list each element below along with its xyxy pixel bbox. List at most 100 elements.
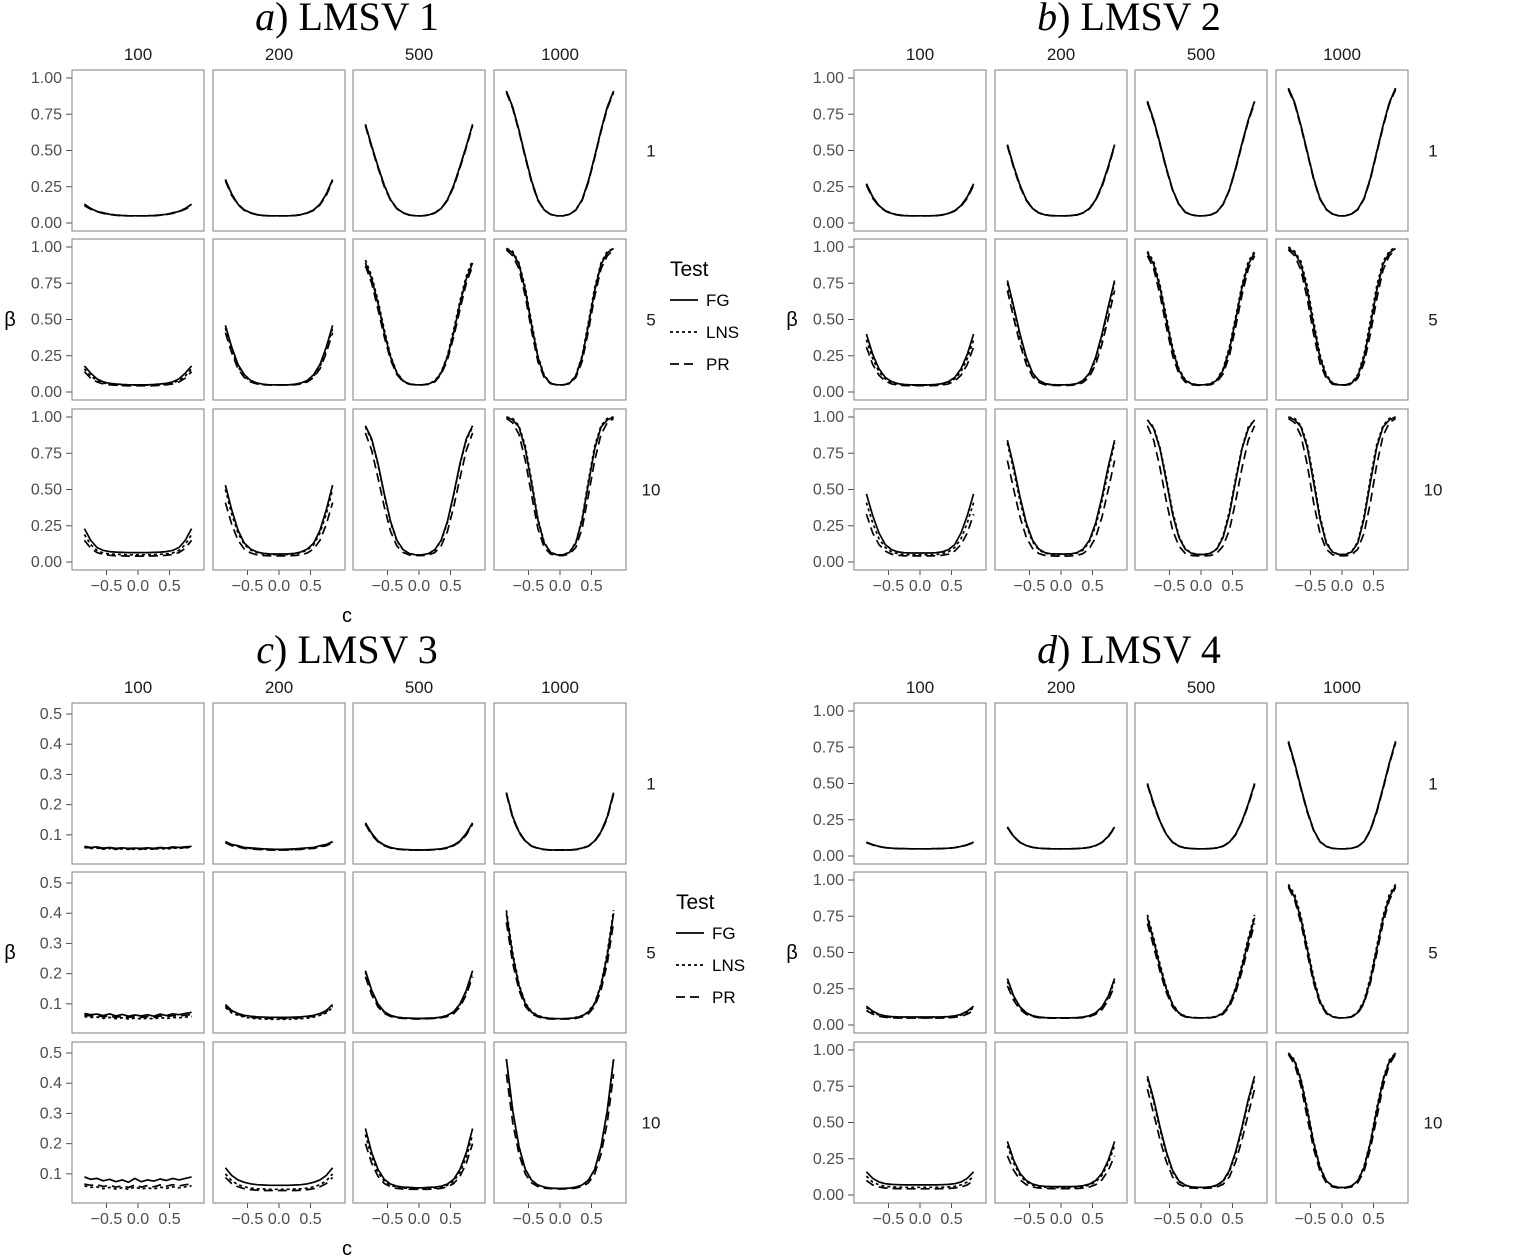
series-line-pr (224, 1176, 334, 1192)
panel-row10-col1000 (493, 1041, 627, 1204)
series-line-fg (225, 840, 333, 851)
figure-title-letter: a (255, 0, 275, 39)
y-tick-label: 0.1 (40, 827, 62, 844)
series-line-fg (1146, 1075, 1256, 1189)
x-tick-label: 0.0 (1190, 578, 1212, 595)
series-line-fg (1006, 144, 1116, 217)
row-strip-10: 10 (1424, 481, 1443, 500)
panel-frame (1134, 702, 1268, 865)
series-line-fg (1146, 419, 1256, 556)
panel-row5-col1000 (493, 238, 627, 401)
panel-row1-col200 (994, 69, 1128, 232)
panel-row5-col200 (212, 238, 346, 401)
series-line-fg (1287, 247, 1397, 386)
series-line-fg (364, 124, 474, 217)
y-tick-label: 0.2 (40, 1136, 62, 1153)
row-strip-5: 5 (646, 311, 655, 330)
panel-row1-col1000 (1275, 69, 1409, 232)
figure-title-letter: c (256, 627, 274, 672)
y-tick-label: 1.00 (813, 70, 844, 87)
column-strip-1000: 1000 (1323, 678, 1361, 697)
column-strip-200: 200 (1047, 678, 1075, 697)
y-tick-label: 1.00 (813, 239, 844, 256)
x-tick-label: 0.5 (940, 1211, 962, 1228)
y-tick-label: 0.75 (31, 445, 62, 462)
series-line-fg (83, 365, 193, 386)
y-tick-label: 0.25 (813, 812, 844, 829)
series-line-pr (83, 539, 193, 557)
x-axis-title: c (342, 605, 352, 627)
panel-row5-col1000 (1275, 871, 1409, 1034)
series-line-fg (83, 528, 193, 554)
series-line-fg (224, 179, 334, 217)
legend-title: Test (670, 258, 709, 281)
x-tick-label: −0.5 (513, 1211, 545, 1228)
x-tick-label: 0.5 (439, 578, 461, 595)
y-tick-label: 0.25 (31, 518, 62, 535)
series-line-pr (1287, 417, 1397, 557)
panel-row1-col100 (71, 69, 205, 232)
panel-frame (1275, 702, 1409, 865)
series-line-lns (1006, 1145, 1116, 1189)
panel-frame (212, 871, 346, 1034)
y-tick-label: 0.2 (40, 797, 62, 814)
figure-title-letter: b (1037, 0, 1057, 39)
panel-row1-col1000 (1275, 702, 1409, 865)
panel-row10-col100 (71, 408, 205, 571)
panel-row10-col200 (212, 408, 346, 571)
panel-frame (853, 238, 987, 401)
series-line-pr (1287, 886, 1397, 1019)
series-line-pr (1006, 1155, 1116, 1190)
series-line-fg (364, 425, 474, 556)
series-line-fg (364, 970, 474, 1020)
series-line-fg (84, 1011, 192, 1018)
series-line-fg (224, 1003, 334, 1019)
x-tick-label: −0.5 (1295, 578, 1327, 595)
panel-frame (1275, 238, 1409, 401)
series-line-pr (1287, 1053, 1397, 1189)
y-tick-label: 0.25 (813, 981, 844, 998)
panel-frame (71, 238, 205, 401)
series-line-fg (364, 1128, 474, 1189)
legend-label-fg: FG (712, 924, 736, 943)
series-line-fg (224, 484, 334, 555)
series-line-pr (1146, 425, 1256, 557)
column-strip-200: 200 (1047, 45, 1075, 64)
panel-row1-col200 (212, 69, 346, 232)
panel-row5-col200 (994, 871, 1128, 1034)
y-tick-label: 0.50 (31, 312, 62, 329)
panel-row10-col500 (1134, 1041, 1268, 1204)
x-tick-label: −0.5 (372, 1211, 404, 1228)
panel-frame (71, 702, 205, 865)
column-strip-100: 100 (906, 45, 934, 64)
panel-frame (212, 702, 346, 865)
series-line-fg (505, 1058, 615, 1190)
y-tick-label: 1.00 (31, 409, 62, 426)
series-line-fg (1006, 826, 1116, 850)
series-line-fg (83, 203, 193, 217)
panel-frame (352, 702, 486, 865)
y-tick-label: 0.25 (813, 518, 844, 535)
figure-b: b) LMSV 2 100 200 500 1000 1 5 10 0.00 0.25 0.50 0.… (786, 0, 1443, 595)
figure-title-letter: d (1037, 627, 1058, 672)
x-tick-label: 0.0 (549, 578, 571, 595)
y-tick-label: 0.1 (40, 996, 62, 1013)
column-strip-500: 500 (1187, 678, 1215, 697)
y-tick-label: 0.4 (40, 736, 62, 753)
panel-row10-col500 (352, 408, 486, 571)
panel-row1-col100 (853, 702, 987, 865)
y-tick-label: 0.5 (40, 706, 62, 723)
y-tick-label: 0.00 (813, 1017, 844, 1034)
y-tick-label: 0.00 (813, 215, 844, 232)
panel-frame (1275, 871, 1409, 1034)
x-tick-label: 0.0 (1050, 578, 1072, 595)
x-tick-label: 0.0 (549, 1211, 571, 1228)
x-tick-label: 0.5 (439, 1211, 461, 1228)
panel-row10-col500 (352, 1041, 486, 1204)
x-tick-label: 0.0 (1050, 1211, 1072, 1228)
series-line-fg (224, 325, 334, 386)
panel-frame (1275, 69, 1409, 232)
series-line-lns (84, 1185, 192, 1191)
y-tick-label: 0.25 (813, 179, 844, 196)
